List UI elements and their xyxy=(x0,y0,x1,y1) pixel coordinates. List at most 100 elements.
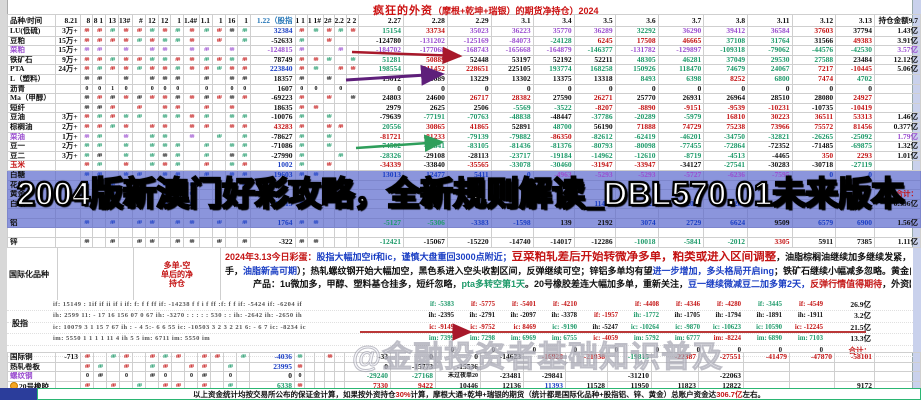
hash-cell[interactable]: 0 xyxy=(306,83,325,95)
qty-cell[interactable] xyxy=(54,83,81,95)
amount-cell[interactable]: 12.12亿 xyxy=(874,54,921,66)
value-cell[interactable]: -10445 xyxy=(835,64,876,75)
hash-cell[interactable]: ## xyxy=(333,121,347,133)
jan22-value-cell[interactable]: -78627 xyxy=(249,131,296,143)
hash-cell[interactable]: ## xyxy=(79,54,94,66)
hash-cell[interactable]: ## xyxy=(170,112,184,123)
col-header-narrow[interactable]: 8 1 xyxy=(92,14,107,27)
hash-cell[interactable] xyxy=(92,237,107,248)
hash-cell[interactable] xyxy=(105,150,119,162)
value-cell[interactable]: -33840 xyxy=(403,160,448,171)
qty-cell[interactable] xyxy=(55,361,81,373)
value-cell[interactable]: 139 xyxy=(532,217,575,229)
value-cell[interactable] xyxy=(565,361,608,373)
hash-cell[interactable]: ## xyxy=(132,217,146,229)
row-label-cell[interactable]: 铁矿石 xyxy=(7,54,56,66)
value-cell[interactable]: -5127 xyxy=(358,217,405,229)
hash-cell[interactable]: ## xyxy=(199,64,214,75)
value-cell[interactable]: 26271 xyxy=(573,93,616,104)
hash-cell[interactable]: ## xyxy=(170,35,184,47)
hash-cell[interactable] xyxy=(157,237,172,248)
hash-cell[interactable] xyxy=(132,150,146,162)
value-cell[interactable]: -58101 xyxy=(834,352,875,363)
hash-cell[interactable]: ## xyxy=(224,45,239,56)
hash-cell[interactable]: ## xyxy=(92,35,107,47)
hash-cell[interactable] xyxy=(323,217,335,229)
hash-cell[interactable]: ## xyxy=(237,121,251,133)
value-cell[interactable]: 52448 xyxy=(446,54,492,66)
value-cell[interactable]: -72864 xyxy=(703,141,749,152)
hash-cell[interactable]: ## xyxy=(157,160,172,171)
hash-cell[interactable]: ## xyxy=(212,237,226,248)
hash-cell[interactable] xyxy=(345,150,360,162)
value-cell[interactable]: -71485 xyxy=(791,141,837,152)
hash-cell[interactable]: ## xyxy=(117,93,134,104)
value-cell[interactable]: 73966 xyxy=(747,121,793,133)
value-cell[interactable]: -10018 xyxy=(614,237,659,248)
row-label-cell[interactable]: 沥青 xyxy=(7,83,56,95)
qty-cell[interactable] xyxy=(54,217,81,229)
value-cell[interactable]: 46281 xyxy=(657,54,705,66)
hash-cell[interactable]: ## xyxy=(182,121,201,133)
value-cell[interactable]: -9151 xyxy=(657,102,705,114)
hash-cell[interactable] xyxy=(199,227,214,239)
col-header-narrow[interactable]: 13 xyxy=(105,14,119,27)
value-cell[interactable]: -37786 xyxy=(573,112,616,123)
value-cell[interactable]: 228651 xyxy=(446,64,492,75)
hash-cell[interactable] xyxy=(157,227,172,239)
value-cell[interactable]: -12421 xyxy=(358,237,405,248)
hash-cell[interactable] xyxy=(224,237,239,248)
hash-cell[interactable] xyxy=(345,112,360,123)
value-cell[interactable]: 13012 xyxy=(358,73,405,85)
value-cell[interactable]: -21038 xyxy=(565,352,608,363)
hash-cell[interactable] xyxy=(199,217,214,229)
value-cell[interactable]: 30865 xyxy=(403,121,448,133)
qty-cell[interactable]: -713 xyxy=(55,352,81,363)
jan22-value-cell[interactable]: -4036 xyxy=(249,352,295,363)
overlay-banner-text[interactable]: 2004版新澳门好彩攻略，全新规则解读_DBL570.01未来版本 xyxy=(16,174,906,213)
jan22-value-cell[interactable]: 32384 xyxy=(249,26,296,37)
value-cell[interactable]: -5841 xyxy=(657,237,705,248)
row-label-cell[interactable]: 豆一 xyxy=(7,141,56,152)
value-cell[interactable]: -84073 xyxy=(490,35,534,47)
hash-cell[interactable] xyxy=(144,227,159,239)
hash-cell[interactable]: ## xyxy=(157,150,172,162)
hash-cell[interactable]: ## xyxy=(144,160,159,171)
hash-cell[interactable]: ## xyxy=(170,160,184,171)
value-cell[interactable]: 15154 xyxy=(358,26,405,37)
hash-cell[interactable] xyxy=(345,102,360,114)
value-cell[interactable]: 75572 xyxy=(791,121,837,133)
value-cell[interactable]: 81456 xyxy=(835,121,876,133)
value-cell[interactable]: 2625 xyxy=(403,102,448,114)
index-value-cell[interactable]: 0 xyxy=(573,346,577,354)
hash-cell[interactable]: ## xyxy=(306,237,325,248)
value-cell[interactable]: 27588 xyxy=(791,54,837,66)
value-cell[interactable]: -165668 xyxy=(490,45,534,56)
value-cell[interactable]: 50889 xyxy=(403,54,448,66)
hash-cell[interactable]: 0 xyxy=(237,83,251,95)
qty-cell[interactable]: 2万+ xyxy=(54,141,81,152)
hash-cell[interactable] xyxy=(170,131,184,143)
hash-cell[interactable]: ## xyxy=(80,361,94,373)
amount-cell[interactable]: 0.377亿 xyxy=(874,121,921,133)
amount-cell[interactable]: 1.56亿 xyxy=(874,217,921,229)
value-cell[interactable]: 6245 xyxy=(573,35,616,47)
row-label-cell[interactable]: 国际铜 xyxy=(7,352,56,363)
hash-cell[interactable]: ## xyxy=(79,160,94,171)
value-cell[interactable]: -3522 xyxy=(532,102,575,114)
value-cell[interactable]: 6900 xyxy=(835,217,876,229)
hash-cell[interactable]: ## xyxy=(224,102,239,114)
value-cell[interactable]: -12610 xyxy=(614,150,659,162)
value-cell[interactable]: -79139 xyxy=(446,131,492,143)
amount-cell[interactable] xyxy=(874,227,921,239)
hash-cell[interactable] xyxy=(212,160,226,171)
hash-cell[interactable]: ## xyxy=(117,121,134,133)
hash-cell[interactable]: ## xyxy=(79,131,94,143)
index-value-cell[interactable]: if: -3445 xyxy=(758,301,782,308)
hash-cell[interactable]: ## xyxy=(237,217,251,229)
hash-cell[interactable] xyxy=(333,227,347,239)
index-value-cell[interactable]: ih: -2395 xyxy=(428,312,455,320)
value-cell[interactable]: 0 xyxy=(657,83,705,95)
jan22-value-cell[interactable]: 23995 xyxy=(249,361,295,373)
value-cell[interactable]: 225105 xyxy=(490,64,534,75)
